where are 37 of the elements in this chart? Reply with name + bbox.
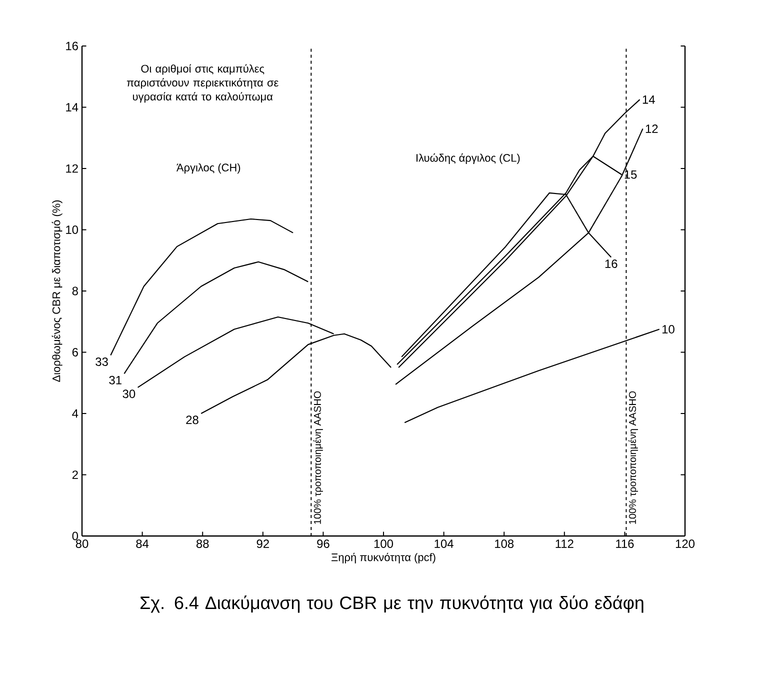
series-label: 16 (605, 260, 618, 268)
series-label: 15 (624, 170, 637, 179)
y-tick-label: 0 (72, 532, 78, 540)
annotation: Ιλυώδης άργιλος (CL) (416, 153, 520, 164)
x-tick-label: 88 (196, 540, 209, 548)
y-axis-title: Διορθωμένος CBR με διαποτισμό (%) (52, 200, 62, 382)
x-tick-label: 108 (495, 540, 514, 548)
text: Σχ. 6.4 Διακύμανση του CBR με την πυκνότητα για δύο εδάφη (140, 596, 644, 613)
x-tick-label: 116 (616, 540, 634, 548)
y-tick-label: 4 (72, 409, 78, 418)
x-tick-label: 104 (434, 540, 454, 548)
x-axis-title: Ξηρή πυκνότητα (pcf) (332, 552, 436, 564)
x-tick-label: 92 (256, 540, 269, 548)
series-label: 31 (109, 376, 122, 384)
legend-label: 14 (642, 95, 655, 104)
ref-line-label: 100% τροποποιημένη AASHO (313, 391, 323, 524)
x-tick-label: 120 (676, 540, 695, 548)
x-tick-label: 96 (317, 540, 330, 548)
y-tick-label: 10 (66, 226, 78, 234)
series-label: 12 (646, 124, 658, 133)
x-tick-label: 80 (76, 540, 88, 548)
y-tick-label: 14 (66, 103, 78, 112)
x-tick-label: 112 (556, 540, 574, 548)
annotation: Οι αριθμοί στις καμπύλες παριστάνουν περιεκτικότητα σε υγρασία κατά το καλούπωμα (126, 64, 278, 103)
annotation: Άργιλος (CH) (176, 163, 240, 174)
y-tick-label: 6 (72, 348, 78, 356)
y-tick-label: 8 (72, 286, 78, 296)
y-tick-label: 12 (66, 164, 78, 173)
x-tick-label: 84 (136, 540, 149, 548)
ref-line-label: 100% τροποποιημένη AASHO (628, 391, 638, 524)
y-tick-label: 2 (72, 470, 78, 479)
series-label: 30 (122, 390, 136, 398)
series-label: 33 (96, 358, 108, 366)
series-label: 28 (186, 416, 198, 424)
series-label: 10 (662, 325, 674, 334)
x-tick-label: 100 (374, 540, 394, 548)
y-tick-label: 16 (66, 42, 78, 50)
